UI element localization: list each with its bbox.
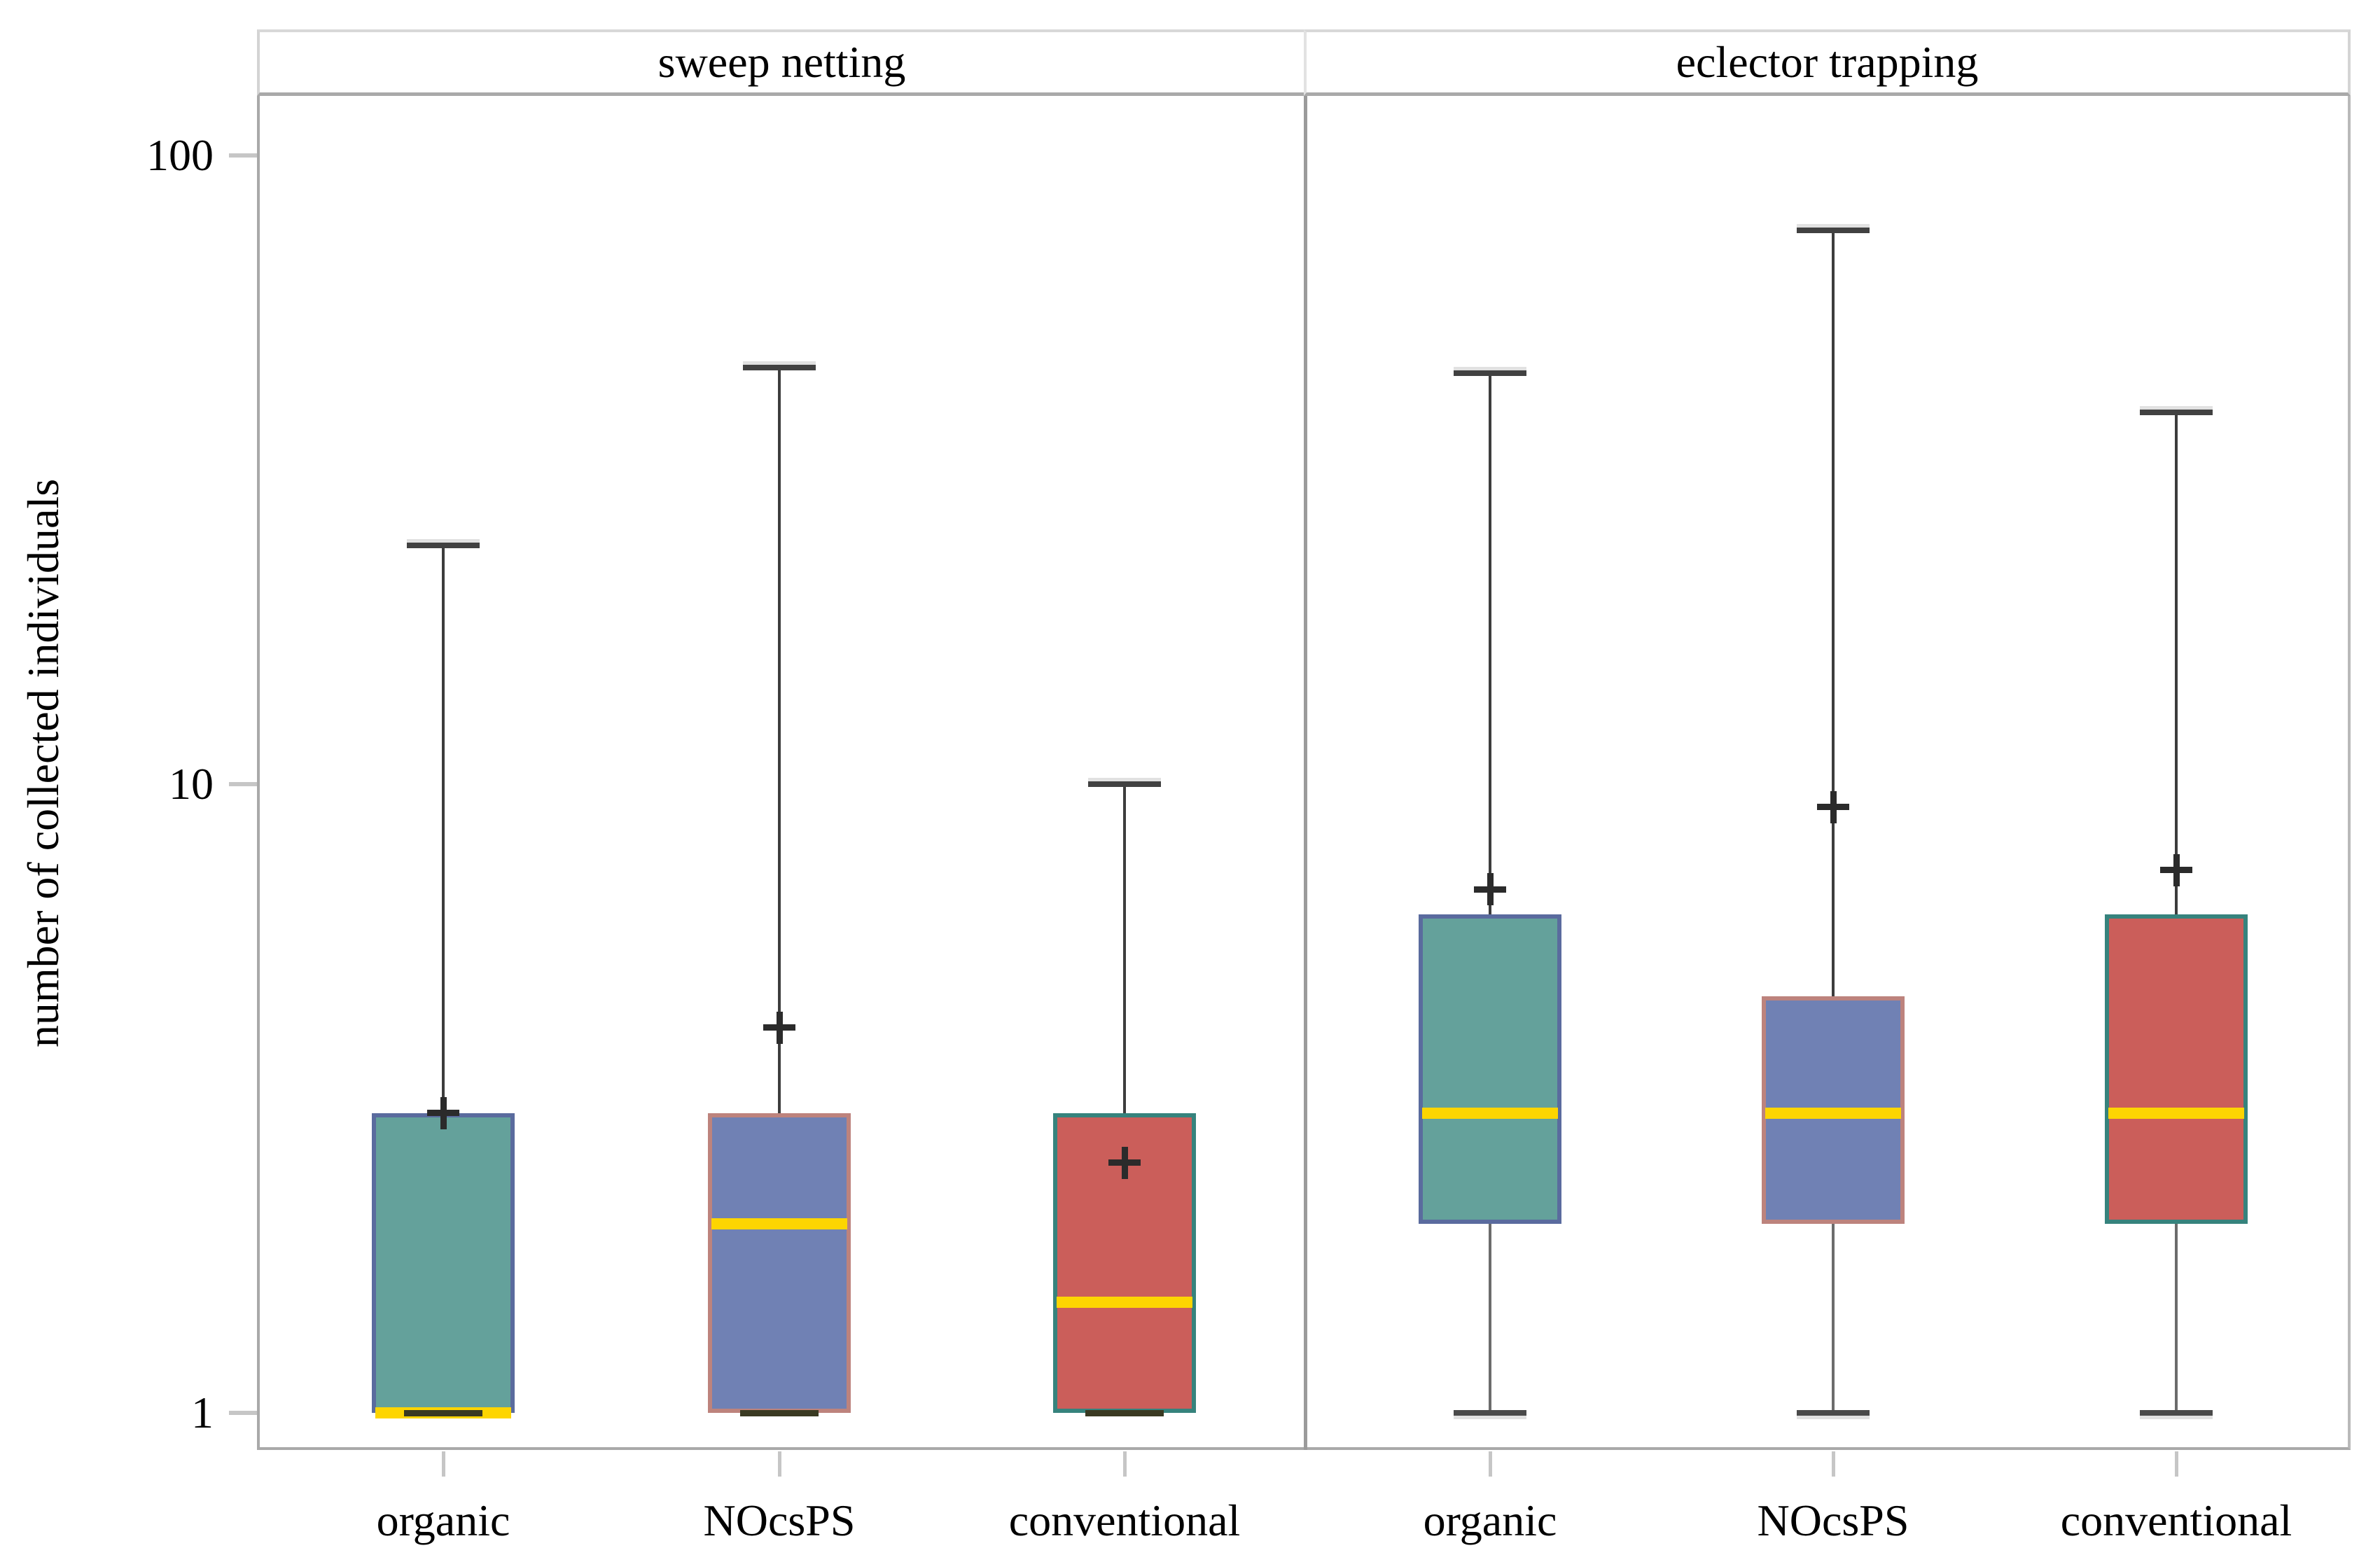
boxplot-eclector-trapping-organic-whisker-lower: [1489, 1223, 1491, 1413]
panel-title-sweep-netting: sweep netting: [657, 37, 906, 87]
boxplot-sweep-netting-conventional-median-line: [1057, 1296, 1192, 1308]
boxplot-eclector-trapping-conventional-whisker-upper: [2175, 412, 2178, 915]
panel-header-sweep-netting: sweep netting: [257, 29, 1304, 96]
panel-divider: [1304, 96, 1307, 1450]
boxplot-eclector-trapping-organic-mean-plus-v: [1487, 873, 1494, 906]
x-tick-eclector-trapping-conventional: [2174, 1451, 2178, 1477]
boxplot-sweep-netting-nocsps-whisker-upper: [778, 367, 781, 1113]
boxplot-eclector-trapping-conventional-mean-plus-v: [2173, 853, 2180, 886]
boxplot-sweep-netting-nocsps-median-line: [711, 1218, 847, 1229]
y-tick-label-100: 100: [146, 130, 214, 180]
x-tick-eclector-trapping-nocsps: [1831, 1451, 1835, 1477]
x-tick-sweep-netting-nocsps: [777, 1451, 781, 1477]
panel-title-eclector-trapping: eclector trapping: [1676, 37, 1979, 87]
boxplot-sweep-netting-nocsps-mean-plus-v: [776, 1011, 783, 1044]
boxplot-sweep-netting-nocsps-whisker-cap-min: [740, 1409, 819, 1416]
y-tick-100: [229, 153, 257, 158]
boxplot-eclector-trapping-conventional-box-rect: [2105, 914, 2248, 1224]
x-tick-eclector-trapping-organic: [1488, 1451, 1492, 1477]
boxplot-eclector-trapping-nocsps-mean-plus-v: [1830, 790, 1837, 823]
x-tick-sweep-netting-conventional: [1122, 1451, 1127, 1477]
boxplot-sweep-netting-conventional-whisker-upper: [1123, 784, 1126, 1113]
boxplot-eclector-trapping-organic-box-rect: [1419, 914, 1561, 1224]
x-label-sweep-netting-nocsps: NOcsPS: [703, 1495, 856, 1545]
boxplot-sweep-netting-nocsps-box-rect: [708, 1113, 851, 1413]
boxplot-eclector-trapping-conventional-whisker-lower: [2175, 1223, 2178, 1413]
y-tick-label-1: 1: [191, 1388, 214, 1437]
boxplot-eclector-trapping-nocsps-whisker-lower: [1832, 1223, 1835, 1413]
panel-header-eclector-trapping: eclector trapping: [1304, 29, 2351, 96]
boxplot-eclector-trapping-organic-median-line: [1422, 1107, 1558, 1119]
boxplot-eclector-trapping-nocsps-median-line: [1765, 1107, 1901, 1119]
boxplot-eclector-trapping-nocsps-whisker-cap-min: [1797, 1410, 1870, 1416]
x-label-sweep-netting-organic: organic: [376, 1495, 510, 1545]
boxplot-sweep-netting-conventional-whisker-cap-min: [1085, 1409, 1164, 1416]
x-label-eclector-trapping-conventional: conventional: [2060, 1495, 2292, 1545]
boxplot-sweep-netting-organic-mean-plus-v: [440, 1096, 447, 1129]
boxplot-sweep-netting-conventional-whisker-cap-max: [1088, 781, 1161, 787]
boxplot-eclector-trapping-nocsps-whisker-cap-max: [1797, 228, 1870, 234]
boxplot-eclector-trapping-conventional-whisker-cap-min: [2140, 1410, 2213, 1416]
x-label-eclector-trapping-nocsps: NOcsPS: [1757, 1495, 1909, 1545]
y-tick-1: [229, 1411, 257, 1415]
boxplot-eclector-trapping-conventional-median-line: [2108, 1107, 2244, 1119]
boxplot-sweep-netting-conventional-mean-plus-v: [1121, 1146, 1128, 1179]
boxplot-eclector-trapping-organic-whisker-upper: [1489, 373, 1491, 915]
boxplot-eclector-trapping-organic-whisker-cap-min: [1454, 1410, 1526, 1416]
boxplot-sweep-netting-organic-box-rect: [372, 1113, 515, 1413]
y-tick-label-10: 10: [169, 759, 214, 809]
boxplot-sweep-netting-organic-whisker-cap-max: [407, 542, 480, 548]
boxplot-sweep-netting-organic-whisker-upper: [442, 545, 445, 1113]
boxplot-sweep-netting-organic-whisker-cap-min: [404, 1409, 482, 1416]
x-label-sweep-netting-conventional: conventional: [1008, 1495, 1241, 1545]
boxplot-eclector-trapping-nocsps-whisker-upper: [1832, 230, 1835, 996]
y-tick-10: [229, 782, 257, 786]
boxplot-eclector-trapping-organic-whisker-cap-max: [1454, 370, 1526, 377]
x-label-eclector-trapping-organic: organic: [1423, 1495, 1557, 1545]
boxplot-eclector-trapping-conventional-whisker-cap-max: [2140, 410, 2213, 416]
x-tick-sweep-netting-organic: [441, 1451, 445, 1477]
boxplot-sweep-netting-nocsps-whisker-cap-max: [743, 364, 816, 370]
